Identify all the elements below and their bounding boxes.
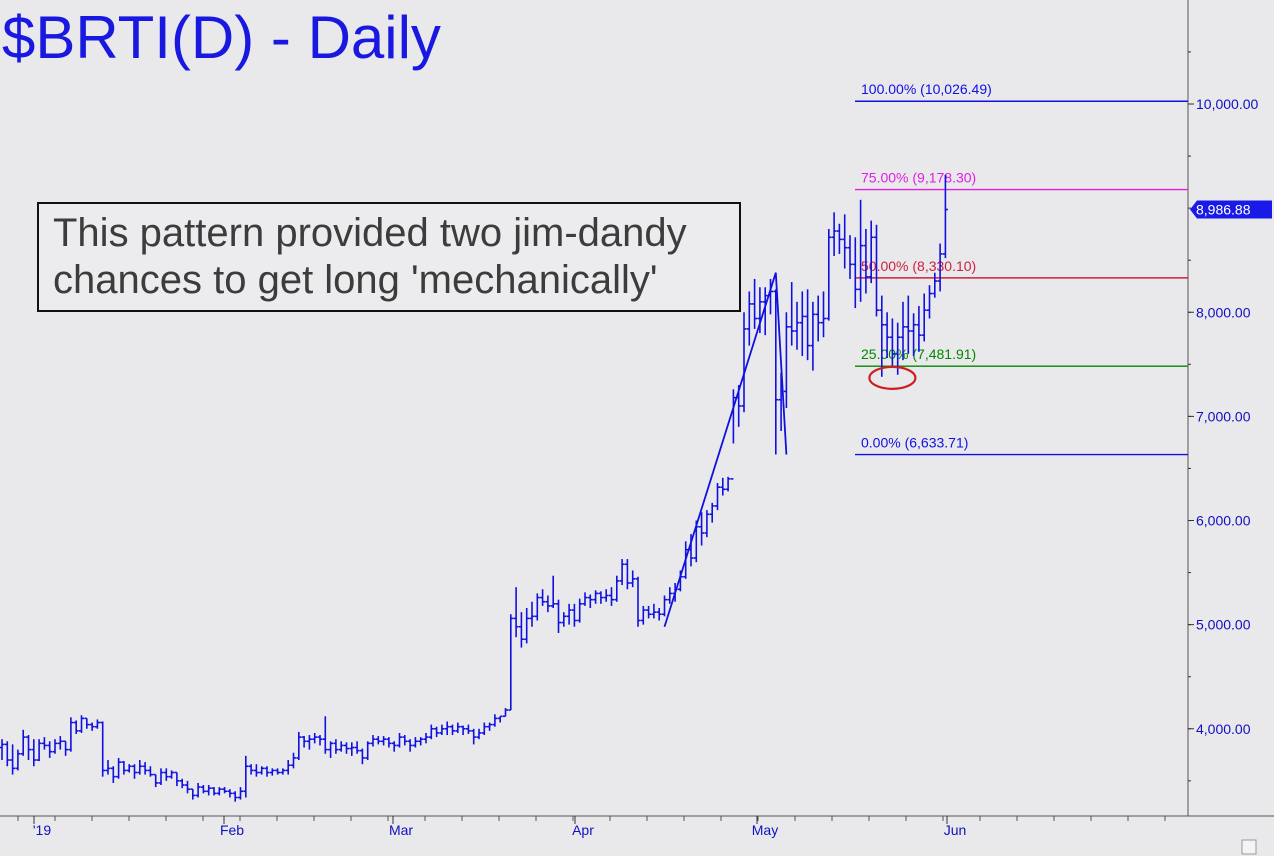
fib-level-label: 0.00% (6,633.71) (861, 435, 968, 451)
x-tick-label: Jun (944, 822, 967, 838)
x-tick-label: Feb (220, 822, 244, 838)
x-tick-label: '19 (33, 822, 51, 838)
y-tick-label: 7,000.00 (1196, 408, 1251, 424)
x-tick-label: May (752, 822, 778, 838)
x-tick-label: Mar (389, 822, 413, 838)
commentary-box: This pattern provided two jim-dandy chan… (37, 202, 741, 312)
y-tick-label: 8,000.00 (1196, 304, 1251, 320)
commentary-line-1: This pattern provided two jim-dandy (53, 211, 687, 255)
y-tick-label: 4,000.00 (1196, 721, 1251, 737)
fib-level-label: 75.00% (9,178.30) (861, 170, 976, 186)
last-price-marker (1190, 200, 1272, 219)
highlight-circle (868, 365, 917, 390)
chart-corner-control[interactable] (1241, 839, 1257, 855)
fib-level-label: 100.00% (10,026.49) (861, 81, 992, 97)
y-tick-label: 5,000.00 (1196, 617, 1251, 633)
x-tick-label: Apr (572, 822, 594, 838)
y-tick-label: 10,000.00 (1196, 96, 1258, 112)
commentary-line-2: chances to get long 'mechanically' (53, 258, 658, 302)
last-price-label: 8,986.88 (1196, 201, 1251, 217)
chart-title: $BRTI(D) - Daily (2, 4, 441, 71)
abc-pattern-line (663, 272, 788, 628)
y-tick-label: 6,000.00 (1196, 513, 1251, 529)
fib-level-label: 25.00% (7,481.91) (861, 346, 976, 362)
fib-level-label: 50.00% (8,330.10) (861, 258, 976, 274)
